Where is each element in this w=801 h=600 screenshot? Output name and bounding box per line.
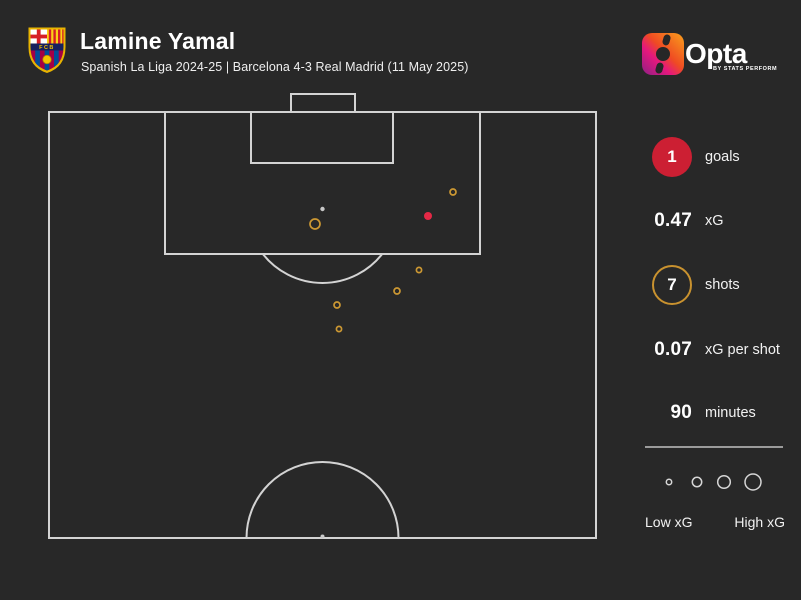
xg-size-legend <box>665 473 762 491</box>
penalty-spot <box>320 206 325 212</box>
shot-marker <box>415 266 423 274</box>
shot-marker <box>335 325 343 333</box>
legend-size-circle <box>691 476 703 488</box>
shot-marker <box>449 188 457 196</box>
six-yard-box <box>250 111 394 164</box>
shots-value: 7 <box>667 275 677 294</box>
xg-per-shot-value: 0.07 <box>654 339 692 360</box>
shot-marker-goal <box>424 212 432 220</box>
goals-circle: 1 <box>652 137 692 177</box>
legend-low-label: Low xG <box>645 514 693 530</box>
shots-label: shots <box>705 277 740 293</box>
minutes-value: 90 <box>670 402 692 423</box>
legend-labels: Low xG High xG <box>645 514 785 530</box>
opta-logo-icon <box>642 33 684 75</box>
centre-circle <box>245 461 400 539</box>
stat-row-xg: 0.47 xG <box>620 199 801 243</box>
goal-frame <box>290 93 356 113</box>
stat-row-minutes: 90 minutes <box>620 391 801 435</box>
shot-marker <box>393 287 401 295</box>
stat-row-xg-per-shot: 0.07 xG per shot <box>620 328 801 372</box>
goals-value: 1 <box>667 147 677 166</box>
legend-size-circle <box>716 474 732 490</box>
match-subtitle: Spanish La Liga 2024-25 | Barcelona 4-3 … <box>81 60 469 74</box>
xg-per-shot-label: xG per shot <box>705 342 780 358</box>
minutes-label: minutes <box>705 405 756 421</box>
page-title: Lamine Yamal <box>80 28 236 54</box>
pitch-boundary <box>48 111 597 539</box>
fc-barcelona-crest-logo: FCB <box>28 27 66 73</box>
goals-label: goals <box>705 149 740 165</box>
legend-high-label: High xG <box>734 514 785 530</box>
opta-byline: BY STATS PERFORM <box>713 66 778 72</box>
xg-label: xG <box>705 213 724 229</box>
legend-divider <box>645 446 783 448</box>
svg-text:FCB: FCB <box>39 45 55 51</box>
shot-marker-layer <box>309 188 457 333</box>
legend-size-circle <box>665 478 673 486</box>
penalty-area <box>164 111 481 255</box>
shot-marker <box>309 218 321 230</box>
shot-marker <box>333 301 341 309</box>
pitch-markings <box>48 93 597 539</box>
opta-wordmark: Opta <box>685 38 747 69</box>
xg-value: 0.47 <box>654 210 692 231</box>
penalty-arc <box>262 253 383 284</box>
centre-spot <box>320 534 325 539</box>
stat-row-shots: 7 shots <box>620 263 801 307</box>
stat-row-goals: 1 goals <box>620 135 801 179</box>
shots-circle: 7 <box>652 265 692 305</box>
legend-size-circle <box>744 473 762 491</box>
